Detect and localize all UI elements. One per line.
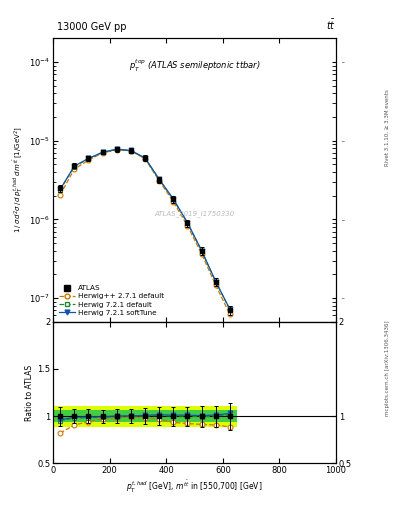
Legend: ATLAS, Herwig++ 2.7.1 default, Herwig 7.2.1 default, Herwig 7.2.1 softTune: ATLAS, Herwig++ 2.7.1 default, Herwig 7.… <box>57 283 167 318</box>
X-axis label: $p_T^{t,had}$ [GeV], $m^{t\bar{t}}$ in [550,700] [GeV]: $p_T^{t,had}$ [GeV], $m^{t\bar{t}}$ in [… <box>126 479 263 496</box>
Text: 13000 GeV pp: 13000 GeV pp <box>57 22 127 32</box>
Text: ATLAS_2019_I1750330: ATLAS_2019_I1750330 <box>154 210 235 218</box>
Y-axis label: $1\,/\,\sigma\,d^2\sigma\,/\,d\,p_T^{t,had}\,d\,m^{t\bar{t}}\,[1/\mathrm{GeV}^2]: $1\,/\,\sigma\,d^2\sigma\,/\,d\,p_T^{t,h… <box>13 126 26 233</box>
Y-axis label: Ratio to ATLAS: Ratio to ATLAS <box>26 365 34 420</box>
Text: $p_T^{top}$ (ATLAS semileptonic ttbar): $p_T^{top}$ (ATLAS semileptonic ttbar) <box>129 58 261 74</box>
Text: $t\bar{t}$: $t\bar{t}$ <box>326 18 336 32</box>
Text: Rivet 3.1.10, ≥ 3.3M events: Rivet 3.1.10, ≥ 3.3M events <box>385 90 390 166</box>
Text: mcplots.cern.ch [arXiv:1306.3436]: mcplots.cern.ch [arXiv:1306.3436] <box>385 321 390 416</box>
